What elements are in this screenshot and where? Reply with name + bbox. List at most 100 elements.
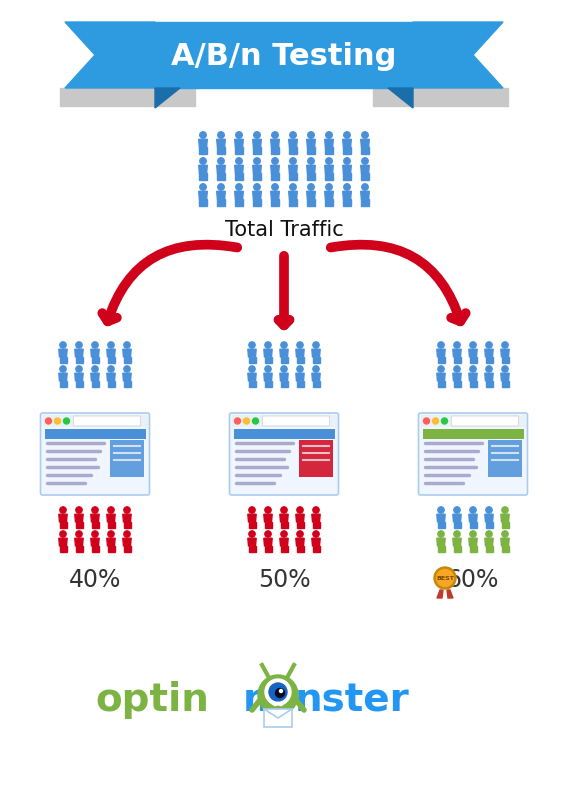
Polygon shape	[268, 381, 272, 387]
Circle shape	[502, 507, 508, 513]
Polygon shape	[486, 546, 488, 552]
Polygon shape	[344, 173, 346, 180]
Polygon shape	[59, 349, 67, 357]
Polygon shape	[59, 374, 67, 381]
Polygon shape	[281, 546, 283, 552]
Polygon shape	[325, 165, 333, 173]
FancyBboxPatch shape	[299, 440, 332, 477]
Polygon shape	[203, 147, 207, 154]
Polygon shape	[218, 173, 220, 180]
Polygon shape	[111, 546, 115, 552]
Circle shape	[124, 531, 130, 537]
Circle shape	[362, 132, 368, 138]
Circle shape	[249, 366, 255, 372]
Polygon shape	[501, 515, 509, 522]
FancyBboxPatch shape	[233, 429, 335, 439]
Circle shape	[470, 366, 476, 372]
Circle shape	[218, 158, 224, 164]
Circle shape	[76, 531, 82, 537]
Circle shape	[269, 683, 287, 701]
Polygon shape	[252, 357, 256, 363]
Polygon shape	[361, 199, 365, 206]
Polygon shape	[311, 199, 315, 206]
Circle shape	[502, 342, 508, 348]
Text: m: m	[243, 681, 283, 719]
Polygon shape	[316, 522, 319, 528]
Circle shape	[281, 342, 287, 348]
Polygon shape	[235, 199, 239, 206]
Polygon shape	[249, 546, 252, 552]
Polygon shape	[388, 88, 413, 108]
Polygon shape	[265, 381, 268, 387]
Polygon shape	[107, 374, 115, 381]
Polygon shape	[453, 381, 457, 387]
FancyBboxPatch shape	[452, 416, 519, 426]
Polygon shape	[300, 546, 303, 552]
Polygon shape	[248, 515, 256, 522]
Polygon shape	[257, 199, 261, 206]
Polygon shape	[280, 538, 288, 546]
FancyBboxPatch shape	[423, 429, 524, 439]
Polygon shape	[437, 374, 445, 381]
Polygon shape	[312, 357, 316, 363]
Polygon shape	[222, 147, 224, 154]
Polygon shape	[268, 357, 272, 363]
Circle shape	[290, 184, 296, 190]
Polygon shape	[285, 546, 287, 552]
Polygon shape	[249, 381, 252, 387]
Polygon shape	[275, 199, 278, 206]
Polygon shape	[265, 546, 268, 552]
Circle shape	[108, 342, 114, 348]
Polygon shape	[64, 381, 66, 387]
Circle shape	[313, 342, 319, 348]
Polygon shape	[312, 515, 320, 522]
Polygon shape	[199, 165, 207, 173]
Polygon shape	[453, 515, 461, 522]
Polygon shape	[95, 357, 98, 363]
Polygon shape	[271, 191, 279, 199]
Circle shape	[124, 366, 130, 372]
Polygon shape	[107, 349, 115, 357]
Polygon shape	[361, 165, 369, 173]
Circle shape	[313, 531, 319, 537]
Circle shape	[281, 531, 287, 537]
Polygon shape	[312, 381, 316, 387]
Polygon shape	[441, 381, 445, 387]
Polygon shape	[280, 374, 288, 381]
Polygon shape	[486, 357, 488, 363]
Circle shape	[362, 184, 368, 190]
Circle shape	[438, 342, 444, 348]
Circle shape	[60, 531, 66, 537]
Polygon shape	[91, 538, 99, 546]
Polygon shape	[293, 173, 296, 180]
Polygon shape	[473, 357, 477, 363]
Polygon shape	[64, 522, 66, 528]
Circle shape	[92, 531, 98, 537]
Polygon shape	[123, 349, 131, 357]
Circle shape	[60, 342, 66, 348]
FancyBboxPatch shape	[262, 416, 329, 426]
Polygon shape	[453, 357, 457, 363]
Circle shape	[265, 531, 271, 537]
Circle shape	[200, 158, 206, 164]
Polygon shape	[469, 374, 477, 381]
Polygon shape	[290, 173, 293, 180]
Polygon shape	[107, 357, 111, 363]
Polygon shape	[490, 381, 492, 387]
Polygon shape	[111, 381, 115, 387]
Polygon shape	[312, 522, 316, 528]
Circle shape	[124, 507, 130, 513]
Circle shape	[258, 675, 298, 715]
Circle shape	[441, 418, 448, 424]
Circle shape	[326, 132, 332, 138]
Circle shape	[344, 184, 350, 190]
Text: 60%: 60%	[447, 568, 499, 592]
Circle shape	[438, 507, 444, 513]
Polygon shape	[373, 88, 508, 106]
FancyBboxPatch shape	[420, 415, 525, 427]
Polygon shape	[127, 546, 131, 552]
Polygon shape	[75, 515, 83, 522]
Circle shape	[272, 158, 278, 164]
Polygon shape	[76, 522, 78, 528]
Polygon shape	[253, 173, 257, 180]
